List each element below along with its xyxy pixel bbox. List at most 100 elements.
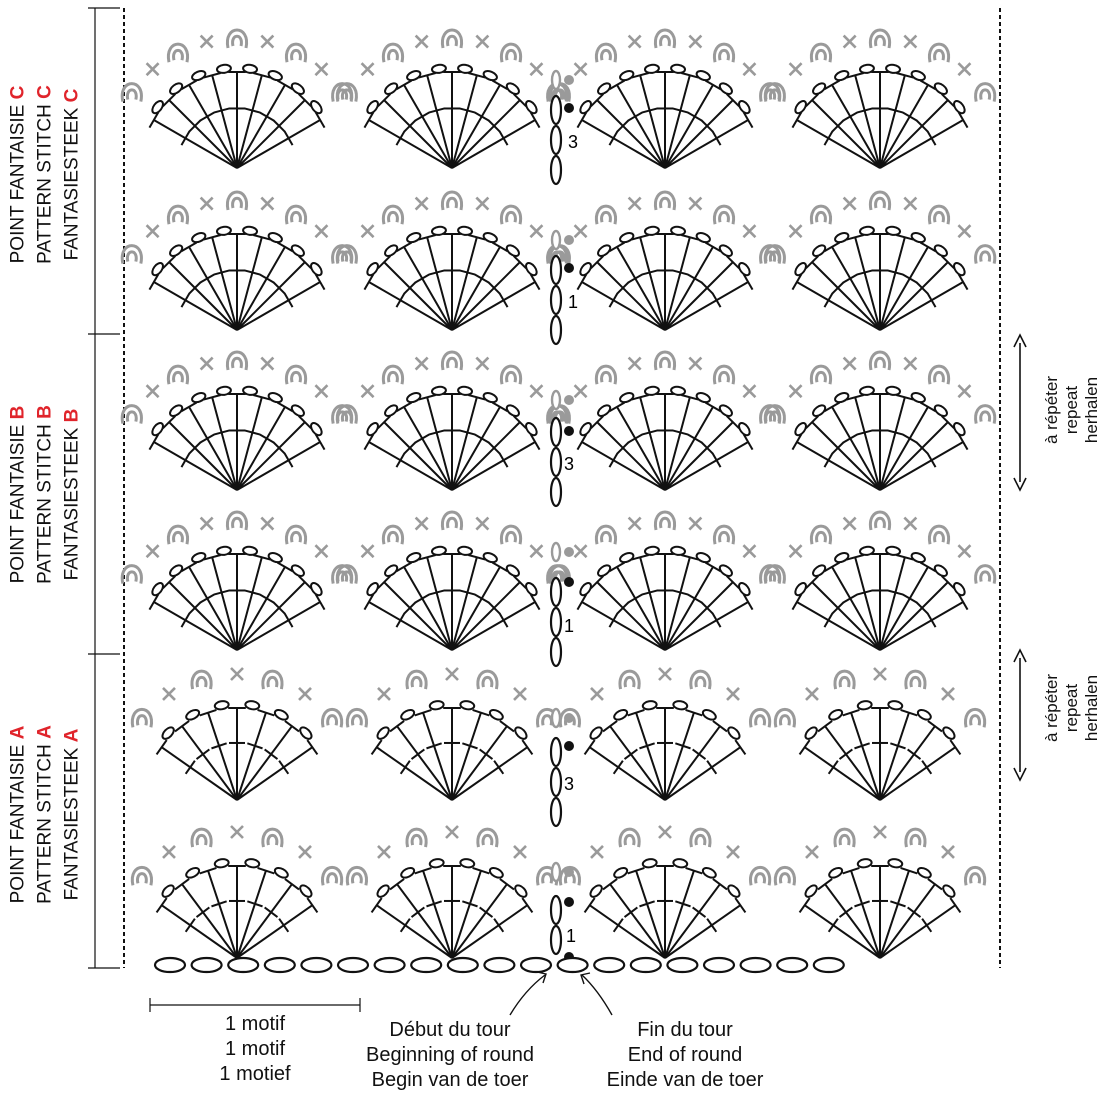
- stitch-bar: [195, 906, 210, 918]
- treble-stitch: [188, 246, 238, 331]
- treble-stitch: [664, 883, 721, 959]
- stitch-bar: [706, 918, 718, 933]
- chain-stitch: [151, 262, 164, 277]
- chain-stitch: [933, 244, 948, 257]
- single-crochet: [314, 224, 329, 239]
- treble-stitch: [161, 904, 238, 959]
- stitch-bar: [403, 601, 417, 615]
- stitch-bar: [199, 433, 215, 444]
- stitch-top: [725, 415, 740, 430]
- chain-stitch: [336, 956, 370, 974]
- fan-motif: [558, 667, 772, 801]
- stitch-bar: [479, 906, 494, 918]
- chain-stitch: [549, 796, 563, 828]
- fan-motifs: [120, 28, 997, 959]
- chain-stitch: [151, 100, 164, 115]
- chain-stitch: [812, 956, 845, 974]
- treble-stitch: [664, 99, 734, 169]
- chain-stitch: [739, 956, 772, 974]
- stitch-bar: [180, 292, 191, 308]
- picot: [763, 564, 786, 584]
- stitch-top: [940, 415, 955, 430]
- stitch-bar: [915, 601, 929, 615]
- start-of-round-caption: Début du tour Beginning of round Begin v…: [366, 1019, 534, 1091]
- chain-stitch: [459, 700, 476, 711]
- treble-stitch: [403, 406, 453, 491]
- picot: [446, 516, 458, 529]
- chain-stitch: [804, 726, 818, 740]
- stitch-top: [297, 255, 312, 270]
- round-number: 3: [568, 132, 578, 152]
- single-crochet: [726, 687, 740, 701]
- chain-stitch: [482, 392, 498, 404]
- chain-stitch: [373, 956, 406, 974]
- picot: [231, 356, 243, 369]
- treble-stitch: [211, 397, 238, 491]
- treble-stitch: [188, 84, 238, 169]
- stitch-bar: [259, 111, 275, 122]
- stitch-top: [162, 415, 177, 430]
- picot: [166, 42, 190, 63]
- treble-stitch: [664, 397, 691, 491]
- treble-stitch: [426, 237, 453, 331]
- fan-motif: [773, 667, 987, 801]
- treble-stitch: [211, 75, 238, 169]
- stitch-top: [919, 241, 937, 253]
- treble-stitch: [879, 84, 929, 169]
- treble-stitch: [879, 883, 936, 959]
- chain-stitch: [858, 63, 875, 74]
- treble-stitch: [831, 566, 881, 651]
- repeat-label: à répéter repeat herhalen: [1042, 673, 1101, 743]
- treble-stitch: [664, 119, 749, 169]
- picot: [440, 28, 464, 49]
- picot: [335, 82, 358, 102]
- stitch-bar: [838, 906, 853, 918]
- stitch-bar: [244, 107, 261, 114]
- picot: [231, 196, 243, 209]
- picot: [136, 714, 148, 726]
- stitch-bar: [639, 742, 655, 750]
- picot: [653, 190, 677, 211]
- stitch-top: [199, 866, 217, 875]
- slip-stitch-dot: [564, 741, 574, 751]
- chain-stitch: [242, 63, 259, 74]
- treble-stitch: [879, 246, 929, 331]
- picot: [979, 88, 992, 100]
- stitch-top: [257, 708, 275, 717]
- stitch-top: [583, 897, 596, 914]
- stitch-bar: [278, 918, 290, 933]
- stitch-bar: [459, 107, 476, 114]
- stitch-bar: [211, 900, 227, 908]
- chain-stitch: [695, 392, 711, 404]
- picot: [600, 530, 612, 543]
- stitch-top: [704, 561, 722, 573]
- chain-stitch: [376, 726, 390, 740]
- chain-stitch: [169, 404, 184, 417]
- stitch-top: [681, 554, 699, 561]
- stitch-bar: [199, 273, 215, 284]
- chain-stitch: [366, 582, 379, 597]
- chain-stitch: [885, 545, 902, 556]
- single-crochet: [573, 62, 588, 77]
- treble-stitch: [639, 557, 666, 651]
- picot: [659, 34, 671, 47]
- fan-motif: [763, 510, 997, 651]
- chain-stitch: [549, 154, 563, 186]
- chain-stitch: [457, 225, 474, 236]
- stitch-top: [957, 273, 969, 291]
- stitch-top: [491, 79, 509, 91]
- picot: [499, 204, 523, 225]
- chain-stitch: [310, 100, 323, 115]
- stitch-bar: [823, 612, 834, 628]
- single-crochet: [360, 62, 375, 77]
- stitch-bar: [687, 593, 703, 604]
- stitch-bar: [823, 292, 834, 308]
- chain-stitch: [885, 63, 902, 74]
- stitch-top: [491, 561, 509, 573]
- chain-stitch: [834, 232, 850, 244]
- picot: [618, 827, 641, 848]
- chain-stitch: [727, 726, 741, 740]
- treble-stitch: [831, 84, 881, 169]
- stitch-top: [949, 739, 962, 756]
